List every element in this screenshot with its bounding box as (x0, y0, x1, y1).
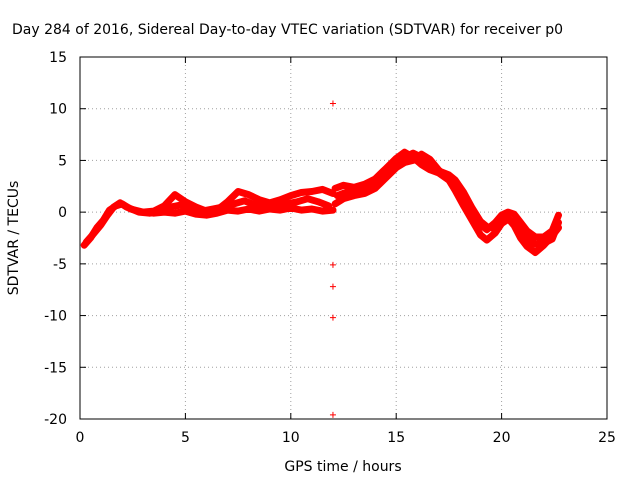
series-line-track-2 (82, 195, 333, 246)
y-tick-label: -5 (53, 257, 67, 273)
x-tick-label: 20 (493, 430, 511, 446)
y-tick-label: -20 (44, 412, 67, 428)
series-line-track-3 (139, 204, 337, 219)
outlier-point (329, 314, 336, 321)
y-tick-label: -15 (44, 360, 67, 376)
data-series (80, 148, 562, 256)
outlier-point (329, 100, 336, 107)
x-tick-label: 0 (76, 430, 85, 446)
x-tick-label: 10 (282, 430, 300, 446)
series-line-track-6 (333, 149, 562, 248)
y-tick-label: 10 (49, 102, 67, 118)
y-axis-label: SDTVAR / TECUs (6, 181, 22, 296)
outlier-point (329, 261, 336, 268)
x-tick-label: 5 (181, 430, 190, 446)
axis-ticks: 0 5 10 15 20 25 15 10 5 0 -5 -10 -15 -20 (44, 50, 616, 446)
y-tick-label: 0 (58, 205, 67, 221)
plot-frame (79, 56, 608, 420)
outlier-point (329, 411, 336, 418)
y-tick-label: -10 (44, 309, 67, 325)
x-axis-label: GPS time / hours (284, 459, 401, 475)
x-tick-label: 15 (387, 430, 405, 446)
outlier-point (329, 283, 336, 290)
chart-title: Day 284 of 2016, Sidereal Day-to-day VTE… (12, 22, 563, 38)
y-tick-label: 5 (58, 153, 67, 169)
outlier-points (329, 100, 336, 418)
x-tick-label: 25 (598, 430, 616, 446)
grid (80, 57, 607, 419)
y-tick-label: 15 (49, 50, 67, 66)
